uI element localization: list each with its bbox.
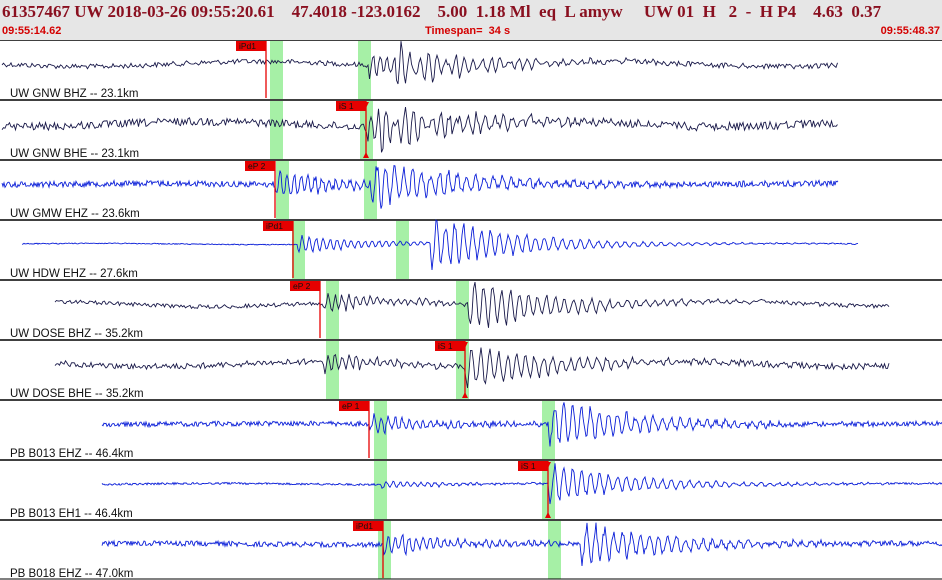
pick-window-marker [358,41,371,99]
pick-window-marker [396,221,409,279]
waveform-trace [101,522,942,567]
station-label: PB B018 EHZ -- 47.0km [10,568,133,580]
pick-triangle-top [363,102,369,108]
pick-flag[interactable] [263,221,293,231]
header-bar: 61357467 UW 2018-03-26 09:55:20.61 47.40… [0,0,942,40]
pick-label: iS 1 [521,461,536,471]
station-label: PB B013 EHZ -- 46.4km [10,448,133,460]
trace-row[interactable]: iPd1 UW HDW EHZ -- 27.6km [0,219,942,280]
station-label: UW DOSE BHZ -- 35.2km [10,328,143,340]
pick-triangle-top [545,462,551,468]
pick-triangle-bottom [462,392,468,398]
station-label: UW GNW BHE -- 23.1km [10,148,139,160]
pick-window-marker [326,341,339,399]
trace-row[interactable]: eP 1 PB B013 EHZ -- 46.4km [0,399,942,460]
seismogram-panel[interactable]: iPd1 UW GNW BHZ -- 23.1km iS 1 UW GNW BHE -… [0,40,942,580]
pick-flag[interactable] [339,401,369,411]
pick-window-marker [374,461,387,519]
pick-flag[interactable] [236,41,266,51]
pick-window-marker [270,101,283,159]
pick-window-marker [378,521,391,579]
trace-row[interactable]: iPd1 UW GNW BHZ -- 23.1km [0,40,942,100]
waveform-trace [1,165,839,209]
pick-flag[interactable] [245,161,275,171]
trace-row[interactable]: iS 1 PB B013 EH1 -- 46.4km [0,459,942,520]
pick-label: iPd1 [356,521,373,531]
pick-window-marker [548,521,561,579]
waveform-trace [101,402,942,447]
trace-row[interactable]: iS 1 UW DOSE BHE -- 35.2km [0,339,942,400]
pick-label: eP 2 [248,161,266,171]
station-label: UW GNW BHZ -- 23.1km [10,88,138,100]
pick-window-marker [270,41,283,99]
event-summary-title: 61357467 UW 2018-03-26 09:55:20.61 47.40… [2,2,882,21]
pick-flag[interactable] [290,281,320,291]
trace-row[interactable]: eP 2 UW DOSE BHZ -- 35.2km [0,279,942,340]
waveform-trace [101,463,942,505]
waveform-trace [21,219,859,271]
station-label: UW GMW EHZ -- 23.6km [10,208,140,220]
pick-label: iS 1 [339,101,354,111]
pick-triangle-bottom [363,152,369,158]
waveform-trace [1,41,838,85]
trace-row[interactable]: iS 1 UW GNW BHE -- 23.1km [0,99,942,160]
timespan-label: Timespan= 34 s [425,25,511,37]
station-label: UW HDW EHZ -- 27.6km [10,268,138,280]
station-label: UW DOSE BHE -- 35.2km [10,388,144,400]
pick-label: eP 1 [342,401,360,411]
pick-flag[interactable] [435,341,465,351]
trace-row[interactable]: eP 2 UW GMW EHZ -- 23.6km [0,159,942,220]
pick-triangle-bottom [545,512,551,518]
pick-window-marker [456,341,469,399]
pick-flag[interactable] [336,101,366,111]
station-label: PB B013 EH1 -- 46.4km [10,508,133,520]
pick-window-marker [456,281,469,339]
pick-flag[interactable] [353,521,383,531]
waveform-trace [54,347,890,388]
trace-row[interactable]: iPd1 PB B018 EHZ -- 47.0km [0,519,942,580]
pick-label: iPd1 [239,41,256,51]
end-time: 09:55:48.37 [880,25,940,37]
start-time: 09:55:14.62 [2,25,62,37]
waveform-trace [1,107,838,153]
pick-label: iPd1 [266,221,283,231]
waveform-trace [54,282,890,328]
pick-triangle-top [462,342,468,348]
pick-window-marker [374,401,387,459]
pick-flag[interactable] [518,461,548,471]
pick-label: eP 2 [293,281,311,291]
pick-label: iS 1 [438,341,453,351]
